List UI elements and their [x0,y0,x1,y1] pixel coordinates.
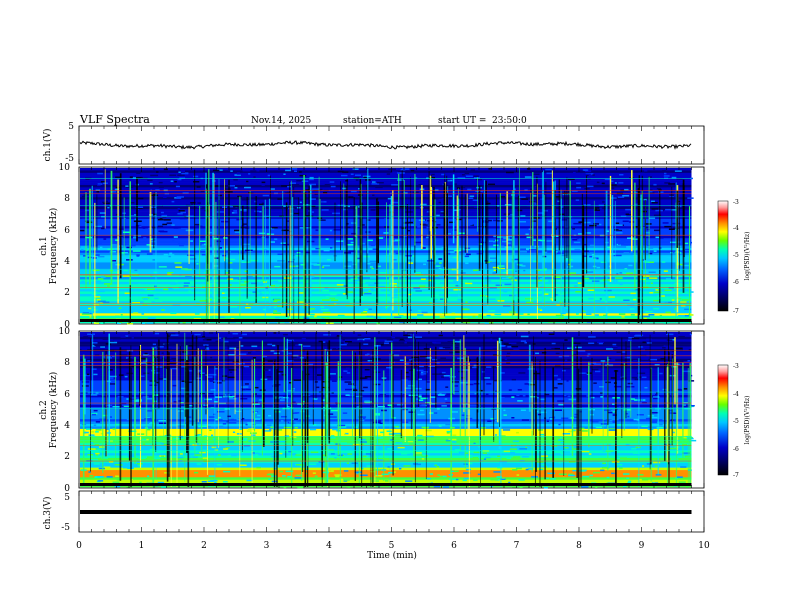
xtick-7: 7 [514,541,520,551]
ch1-spectrogram-panel: 0 2 4 6 8 10 ch.1 Frequency (kHz) [39,163,705,330]
ch2-frequency-label: Frequency (kHz) [48,372,59,449]
time-tick-marks [78,126,705,532]
xtick-10: 10 [698,541,710,551]
xtick-3: 3 [264,541,270,551]
xtick-8: 8 [576,541,582,551]
ch1-cb-tick-m3: -3 [733,199,739,206]
ch3-waveform-panel: 5 -5 ch.3(V) [42,490,705,533]
ch1-channel-label: ch.1 [39,236,49,255]
ch1-spectrogram-image [80,168,694,325]
ch2-colorbar-bar [717,364,729,476]
ch1-waveform-ylabel: ch.1(V) [42,129,53,162]
ch1-ytick-4: 4 [64,257,70,267]
ch1-waveform-frame [78,125,705,165]
ch1-cb-tick-m7: -7 [733,308,739,315]
ch1-ytick-2: 2 [64,288,70,298]
ch1-ytick-bottom: -5 [65,154,74,164]
ch1-colorbar-bar [717,200,729,312]
ch1-ytick-6: 6 [64,226,70,236]
x-axis-label: Time (min) [367,550,417,561]
start-label: start UT = [438,116,486,126]
ch1-colorbar-label: log(PSD)(V²/Hz) [744,232,751,281]
xtick-5: 5 [389,541,395,551]
ch2-ytick-10: 10 [59,327,71,337]
ch1-frequency-label: Frequency (kHz) [48,208,59,285]
xtick-6: 6 [451,541,457,551]
ch2-ytick-2: 2 [64,452,70,462]
ch2-channel-label: ch.2 [39,400,49,419]
ch1-ytick-0: 0 [64,320,70,330]
ch2-ytick-8: 8 [64,358,70,368]
ch1-waveform-line [79,140,692,150]
ch1-cb-tick-m5: -5 [733,252,739,259]
ch2-colorbar-label: log(PSD)(V²/Hz) [744,396,751,445]
xtick-2: 2 [201,541,207,551]
station-label: station=ATH [343,116,402,126]
ch2-spectrogram-panel: 0 2 4 6 8 10 ch.2 Frequency (kHz) [39,327,705,494]
ch3-ytick-bottom: -5 [61,523,70,533]
ch1-cb-tick-m6: -6 [733,279,739,286]
ch2-cb-tick-m5: -5 [733,418,739,425]
xtick-1: 1 [139,541,145,551]
ch2-colorbar: -3 -4 -5 -6 -7 log(PSD)(V²/Hz) [717,363,751,479]
ch1-colorbar: -3 -4 -5 -6 -7 log(PSD)(V²/Hz) [717,199,751,315]
ch1-ytick-8: 8 [64,194,70,204]
figure-title: VLF Spectra [79,113,150,126]
ch1-waveform-panel: 5 -5 ch.1(V) [42,122,705,165]
ch1-freq-ticks: 0 2 4 6 8 10 [59,163,71,330]
start-time-label: 23:50:0 [492,116,527,126]
ch2-cb-tick-m6: -6 [733,446,739,453]
ch1-ytick-top: 5 [68,122,74,132]
xtick-4: 4 [326,541,332,551]
date-label: Nov.14, 2025 [251,116,312,126]
ch2-ytick-6: 6 [64,390,70,400]
xtick-9: 9 [639,541,645,551]
ch2-cb-tick-m4: -4 [733,391,739,398]
ch2-cb-tick-m3: -3 [733,363,739,370]
xtick-0: 0 [76,541,82,551]
ch2-ytick-4: 4 [64,421,70,431]
ch2-spectrogram-image [80,332,697,489]
ch2-freq-ticks: 0 2 4 6 8 10 [59,327,71,494]
ch3-waveform-ylabel: ch.3(V) [42,497,53,530]
x-axis: 0 1 2 3 4 5 6 7 8 9 10 Time (min) [76,541,710,561]
ch2-ytick-0: 0 [64,484,70,494]
ch1-ytick-10: 10 [59,163,71,173]
ch1-cb-tick-m4: -4 [733,225,739,232]
ch2-cb-tick-m7: -7 [733,472,739,479]
ch3-ytick-top: 5 [64,493,70,503]
